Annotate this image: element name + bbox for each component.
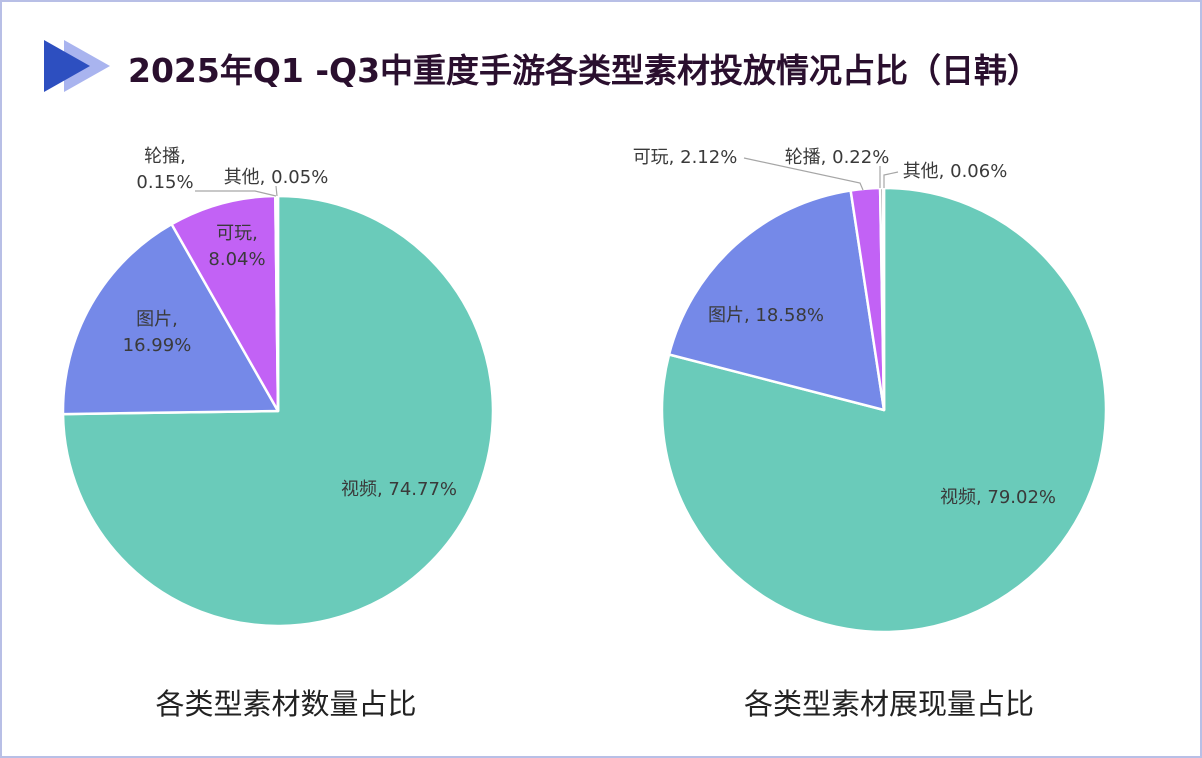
leader-line-轮播 [195,190,277,197]
pie-caption-count: 各类型素材数量占比 [155,687,417,721]
pie-slice-视频 [61,194,495,628]
pie-label-图片: 图片, 18.58% [708,305,824,326]
pie-label-图片: 图片, [136,309,178,330]
pie-label-轮播: 轮播, [144,146,186,167]
pie-label-其他: 其他, 0.06% [903,161,1008,182]
pie-chart-0: 视频, 74.77% 图片, 16.99% 可玩, 8.04% 轮播, 0.15% 其他, 0… [61,146,495,628]
pie-slice-其他 [881,186,886,412]
pie-label-视频: 视频, 79.02% [940,487,1056,508]
pie-label-其他: 其他, 0.05% [224,167,329,188]
pie-chart-1: 视频, 79.02% 图片, 18.58% 可玩, 2.12% 轮播, 0.22% 其他… [633,147,1108,634]
pie-label-可玩: 8.04% [208,249,265,270]
pie-label-可玩: 可玩, [216,223,258,244]
pie-label-轮播: 轮播, 0.22% [785,147,890,168]
pie-slice-图片 [61,222,280,416]
play-arrow-icon [44,40,110,92]
leader-line-其他 [883,171,899,188]
pie-label-视频: 视频, 74.77% [341,479,457,500]
chart-title: 2025年Q1 -Q3中重度手游各类型素材投放情况占比（日韩） [128,51,1041,90]
pie-caption-impressions: 各类型素材展现量占比 [743,687,1035,721]
pie-label-图片: 16.99% [123,335,192,356]
pie-label-可玩: 可玩, 2.12% [633,147,738,168]
leader-line-可玩 [743,157,864,191]
pie-slice-图片 [667,189,886,412]
pie-slice-可玩 [170,194,280,413]
leader-line-其他 [275,185,278,197]
pie-slice-其他 [276,194,280,413]
pie-label-轮播: 0.15% [136,172,193,193]
